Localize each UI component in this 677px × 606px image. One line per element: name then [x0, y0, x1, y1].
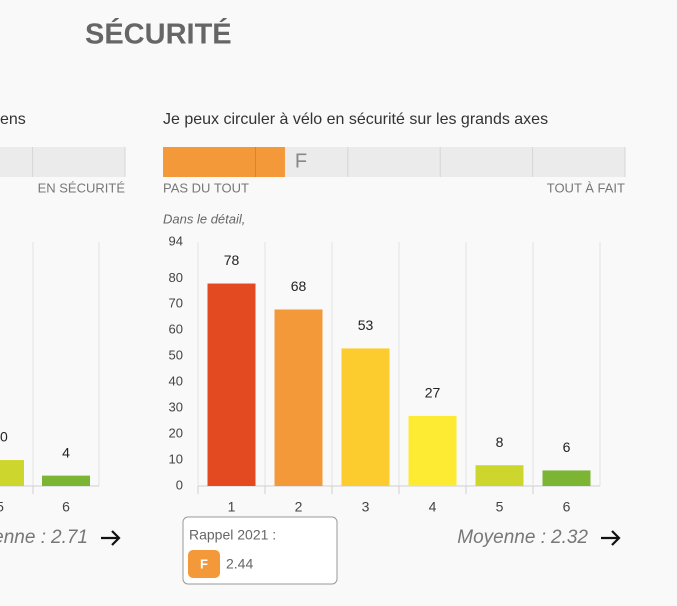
bar: [207, 283, 256, 486]
y-tick-label: 10: [169, 451, 183, 466]
value-label: 4: [62, 444, 70, 460]
bar: [542, 470, 591, 486]
subtitle: Dans le détail,: [163, 211, 245, 226]
bar: [274, 309, 323, 486]
y-tick-label: 94: [169, 233, 183, 248]
y-tick-label: 70: [169, 296, 183, 311]
average-label: Moyenne :: [0, 527, 46, 548]
gauge-fill: [163, 147, 285, 177]
x-tick-label: 2: [295, 499, 303, 515]
page-title: SÉCURITÉ: [85, 17, 232, 51]
value-label: 6: [563, 439, 571, 455]
value-label: 27: [425, 385, 441, 401]
question: Je peux circuler à vélo en sécurité sur …: [163, 111, 548, 128]
value-label: 53: [358, 317, 374, 333]
value-label: 8: [496, 434, 504, 450]
bar: [475, 465, 524, 486]
bar: [0, 460, 24, 486]
average: Moyenne :2.32: [457, 527, 588, 548]
gauge-track: [0, 147, 125, 177]
scale-right: TOUT À FAIT: [547, 180, 625, 195]
y-tick-label: 30: [169, 400, 183, 415]
x-tick-label: 6: [62, 499, 70, 515]
value-label: 78: [224, 252, 240, 268]
value-label: 10: [0, 429, 8, 445]
y-tick-label: 0: [176, 477, 183, 492]
x-tick-label: 6: [563, 499, 571, 515]
y-tick-label: 80: [169, 270, 183, 285]
average-label: Moyenne :: [457, 527, 546, 548]
x-tick-label: 4: [429, 499, 437, 515]
y-tick-label: 20: [169, 426, 183, 441]
recall-box: [182, 516, 338, 585]
bar: [408, 415, 457, 486]
next-arrow[interactable]: [101, 530, 121, 546]
x-tick-label: 5: [0, 499, 4, 515]
x-tick-label: 3: [362, 499, 370, 515]
y-tick-label: 60: [169, 322, 183, 337]
recall-label: Rappel 2021 :: [189, 527, 276, 543]
average-value: 2.71: [50, 527, 88, 548]
panel: Je peux circuler à vélo en sécurité sur …: [163, 111, 626, 548]
panel: ens EN SÉCURITÉ 10 5 4 6 Moyenne :2.71: [0, 111, 126, 548]
recall-value: 2.44: [226, 556, 253, 572]
x-tick-label: 5: [496, 499, 504, 515]
bar: [42, 475, 90, 486]
question: ens: [0, 111, 26, 128]
y-tick-label: 50: [169, 348, 183, 363]
value-label: 68: [291, 278, 307, 294]
recall-badge: [188, 550, 220, 578]
scale-right: EN SÉCURITÉ: [38, 180, 126, 195]
y-tick-label: 40: [169, 374, 183, 389]
next-arrow[interactable]: [601, 530, 621, 546]
x-tick-label: 1: [228, 499, 236, 515]
average: Moyenne :2.71: [0, 527, 88, 548]
scale-left: PAS DU TOUT: [163, 180, 249, 195]
recall-grade: F: [200, 556, 208, 571]
gauge-grade: F: [295, 150, 307, 172]
average-value: 2.32: [550, 527, 588, 548]
bar: [341, 348, 390, 486]
